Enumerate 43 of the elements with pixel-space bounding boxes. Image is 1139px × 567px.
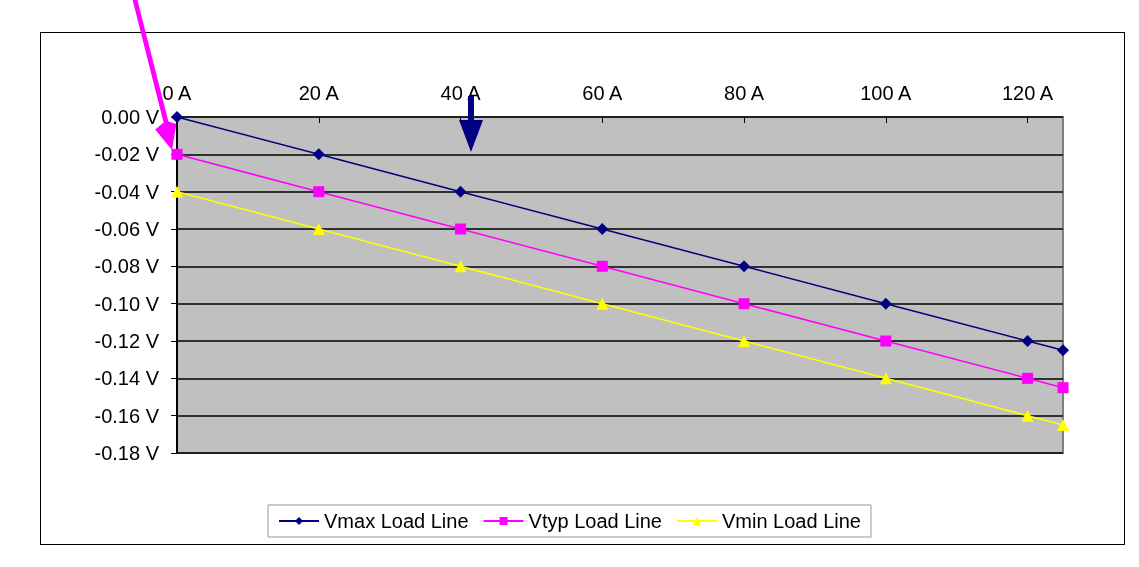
point <box>171 111 183 123</box>
point <box>1057 344 1069 357</box>
y-tick-label: -0.10 V <box>94 292 160 315</box>
point <box>879 297 892 310</box>
point <box>738 335 751 347</box>
point <box>738 260 751 273</box>
point <box>596 223 609 235</box>
y-tick-label: -0.16 V <box>94 404 160 427</box>
point <box>1021 335 1034 347</box>
point <box>455 223 467 235</box>
y-tick-label: -0.18 V <box>94 442 160 464</box>
y-tick-label: -0.14 V <box>94 367 160 390</box>
point <box>1022 372 1034 384</box>
point <box>454 185 467 198</box>
point <box>171 148 183 160</box>
x-tick-label: 80 A <box>724 82 765 104</box>
point <box>738 298 750 310</box>
y-tick-label: -0.06 V <box>94 218 160 240</box>
y-tick-label: -0.02 V <box>94 143 160 166</box>
x-tick-label: 0 A <box>162 82 193 104</box>
x-tick-label: 120 A <box>1001 82 1054 104</box>
point <box>880 335 892 347</box>
point <box>171 185 183 198</box>
point <box>1021 409 1034 422</box>
point <box>454 260 467 273</box>
point <box>879 372 892 385</box>
y-tick-label: -0.12 V <box>94 330 160 352</box>
y-tick-label: 0.00 V <box>101 106 160 128</box>
x-tick-label: 100 A <box>860 82 913 104</box>
legend-label: Vtyp Load Line <box>528 510 662 532</box>
y-tick-label: -0.08 V <box>94 255 160 278</box>
legend-label: Vmin Load Line <box>722 510 861 532</box>
point <box>313 186 325 198</box>
point <box>596 260 608 272</box>
point <box>1057 419 1069 431</box>
x-tick-label: 60 A <box>582 82 623 104</box>
y-tick-label: -0.04 V <box>94 180 160 203</box>
x-tick-label: 20 A <box>298 82 340 104</box>
point <box>596 297 609 310</box>
legend-label: Vmax Load Line <box>324 510 469 532</box>
point <box>1057 382 1069 394</box>
point <box>312 223 325 235</box>
point <box>312 148 325 161</box>
